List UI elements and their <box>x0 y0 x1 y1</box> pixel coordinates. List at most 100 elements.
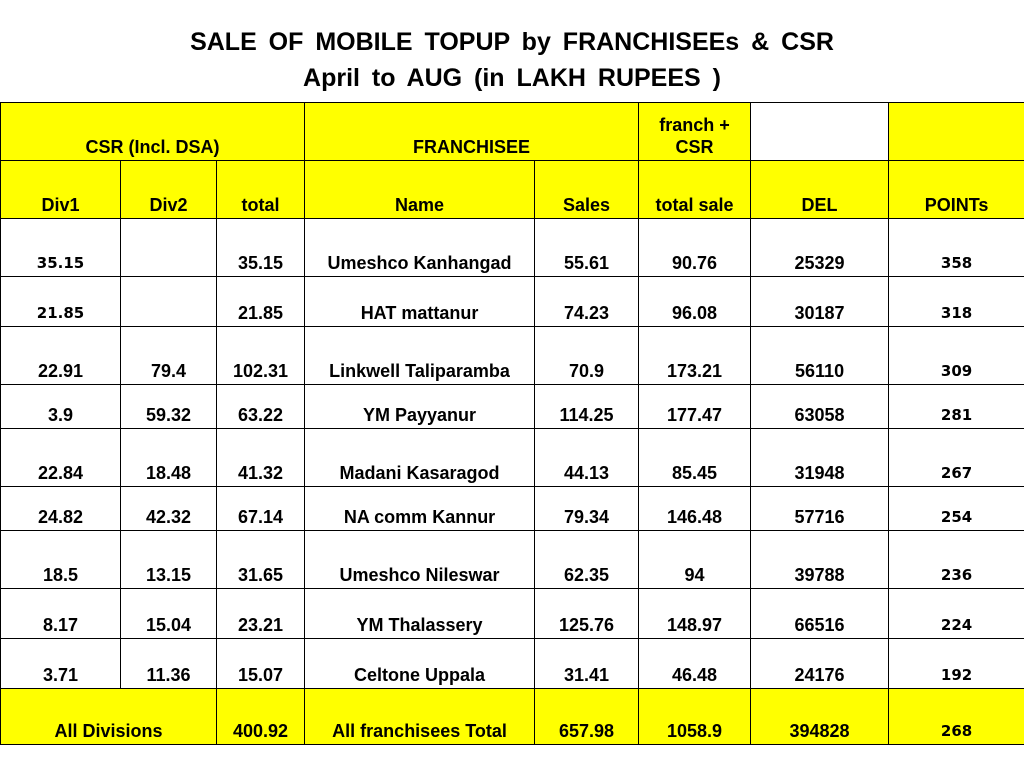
column-header: total <box>215 160 306 219</box>
name-cell: Umeshco Kanhangad <box>304 218 536 277</box>
total-sale-cell: 46.48 <box>638 638 752 689</box>
div1-cell: 22.91 <box>0 326 121 385</box>
total-sale-cell: 90.76 <box>638 218 752 277</box>
name-cell: NA comm Kannur <box>304 486 536 531</box>
total-sale-cell: 146.48 <box>638 486 752 531</box>
column-header: Div1 <box>0 160 121 219</box>
table-row: 3.9 59.32 63.22 YM Payyanur 114.25 177.4… <box>0 384 1024 429</box>
blank-header-cell <box>888 102 1024 161</box>
total-sale-cell: 94 <box>638 530 752 589</box>
points-cell: 281 <box>888 384 1024 429</box>
franchisee-group-header: FRANCHISEE <box>304 102 640 161</box>
del-cell: 31948 <box>750 428 890 487</box>
del-cell: 30187 <box>750 276 890 327</box>
points-cell: 267 <box>888 428 1024 487</box>
blank-header-cell <box>750 102 890 161</box>
total-sale-cell: 148.97 <box>638 588 752 639</box>
name-cell: HAT mattanur <box>304 276 536 327</box>
div1-cell: 24.82 <box>0 486 121 531</box>
total-cell: 63.22 <box>215 384 306 429</box>
name-cell: Linkwell Taliparamba <box>304 326 536 385</box>
total-cell: 67.14 <box>215 486 306 531</box>
del-total-cell: 394828 <box>750 688 890 745</box>
name-cell: YM Thalassery <box>304 588 536 639</box>
del-cell: 24176 <box>750 638 890 689</box>
table-row: 18.5 13.15 31.65 Umeshco Nileswar 62.35 … <box>0 530 1024 589</box>
sales-cell: 125.76 <box>534 588 640 639</box>
column-header: total sale <box>638 160 752 219</box>
del-cell: 66516 <box>750 588 890 639</box>
total-sale-total-cell: 1058.9 <box>638 688 752 745</box>
column-header: Name <box>304 160 536 219</box>
div2-cell: 11.36 <box>120 638 217 689</box>
sales-cell: 44.13 <box>534 428 640 487</box>
sales-total-cell: 657.98 <box>534 688 640 745</box>
points-cell: 192 <box>888 638 1024 689</box>
del-cell: 63058 <box>750 384 890 429</box>
div2-cell: 42.32 <box>120 486 217 531</box>
del-cell: 39788 <box>750 530 890 589</box>
table-row: 22.91 79.4 102.31 Linkwell Taliparamba 7… <box>0 326 1024 385</box>
div2-cell <box>120 218 217 277</box>
del-cell: 57716 <box>750 486 890 531</box>
points-total-cell: 268 <box>888 688 1024 745</box>
total-cell: 102.31 <box>215 326 306 385</box>
table-row: 35.15 35.15 Umeshco Kanhangad 55.61 90.7… <box>0 218 1024 277</box>
sales-cell: 31.41 <box>534 638 640 689</box>
table-row: 3.71 11.36 15.07 Celtone Uppala 31.41 46… <box>0 638 1024 689</box>
total-cell: 15.07 <box>215 638 306 689</box>
div1-cell: 22.84 <box>0 428 121 487</box>
div1-cell: 3.71 <box>0 638 121 689</box>
total-cell: 35.15 <box>215 218 306 277</box>
table-row: 24.82 42.32 67.14 NA comm Kannur 79.34 1… <box>0 486 1024 531</box>
all-franchisees-label: All franchisees Total <box>304 688 536 745</box>
total-cell: 31.65 <box>215 530 306 589</box>
column-header: Sales <box>534 160 640 219</box>
page-title: SALE OF MOBILE TOPUP by FRANCHISEEs & CS… <box>190 28 834 56</box>
table-row: 8.17 15.04 23.21 YM Thalassery 125.76 14… <box>0 588 1024 639</box>
sales-cell: 62.35 <box>534 530 640 589</box>
div2-cell: 59.32 <box>120 384 217 429</box>
column-header: DEL <box>750 160 890 219</box>
sales-cell: 74.23 <box>534 276 640 327</box>
sales-cell: 79.34 <box>534 486 640 531</box>
total-cell: 23.21 <box>215 588 306 639</box>
total-sale-cell: 85.45 <box>638 428 752 487</box>
div1-cell: 3.9 <box>0 384 121 429</box>
page-subtitle: April to AUG (in LAKH RUPEES ) <box>303 64 721 92</box>
total-cell: 21.85 <box>215 276 306 327</box>
div1-cell: 21.85 <box>0 276 121 327</box>
div2-cell: 79.4 <box>120 326 217 385</box>
table-row: 22.84 18.48 41.32 Madani Kasaragod 44.13… <box>0 428 1024 487</box>
total-cell: 41.32 <box>215 428 306 487</box>
div2-cell: 15.04 <box>120 588 217 639</box>
sales-table: CSR (Incl. DSA) FRANCHISEE franch + CSR … <box>0 102 1024 745</box>
del-cell: 56110 <box>750 326 890 385</box>
totals-row: All Divisions 400.92 All franchisees Tot… <box>0 688 1024 745</box>
div1-cell: 8.17 <box>0 588 121 639</box>
csr-group-header: CSR (Incl. DSA) <box>0 102 306 161</box>
sales-cell: 114.25 <box>534 384 640 429</box>
name-cell: Madani Kasaragod <box>304 428 536 487</box>
div2-cell: 18.48 <box>120 428 217 487</box>
name-cell: YM Payyanur <box>304 384 536 429</box>
table-row: 21.85 21.85 HAT mattanur 74.23 96.08 301… <box>0 276 1024 327</box>
div2-cell <box>120 276 217 327</box>
div1-cell: 35.15 <box>0 218 121 277</box>
points-cell: 309 <box>888 326 1024 385</box>
csr-total-cell: 400.92 <box>215 688 306 745</box>
total-sale-cell: 177.47 <box>638 384 752 429</box>
sales-cell: 70.9 <box>534 326 640 385</box>
del-cell: 25329 <box>750 218 890 277</box>
sales-cell: 55.61 <box>534 218 640 277</box>
total-sale-cell: 96.08 <box>638 276 752 327</box>
div2-cell: 13.15 <box>120 530 217 589</box>
group-header-row: CSR (Incl. DSA) FRANCHISEE franch + CSR <box>0 102 1024 161</box>
column-header-row: Div1 Div2 total Name Sales total sale DE… <box>0 160 1024 219</box>
franch-csr-group-header: franch + CSR <box>638 102 752 161</box>
points-cell: 254 <box>888 486 1024 531</box>
column-header: POINTs <box>888 160 1024 219</box>
name-cell: Celtone Uppala <box>304 638 536 689</box>
points-cell: 318 <box>888 276 1024 327</box>
points-cell: 236 <box>888 530 1024 589</box>
